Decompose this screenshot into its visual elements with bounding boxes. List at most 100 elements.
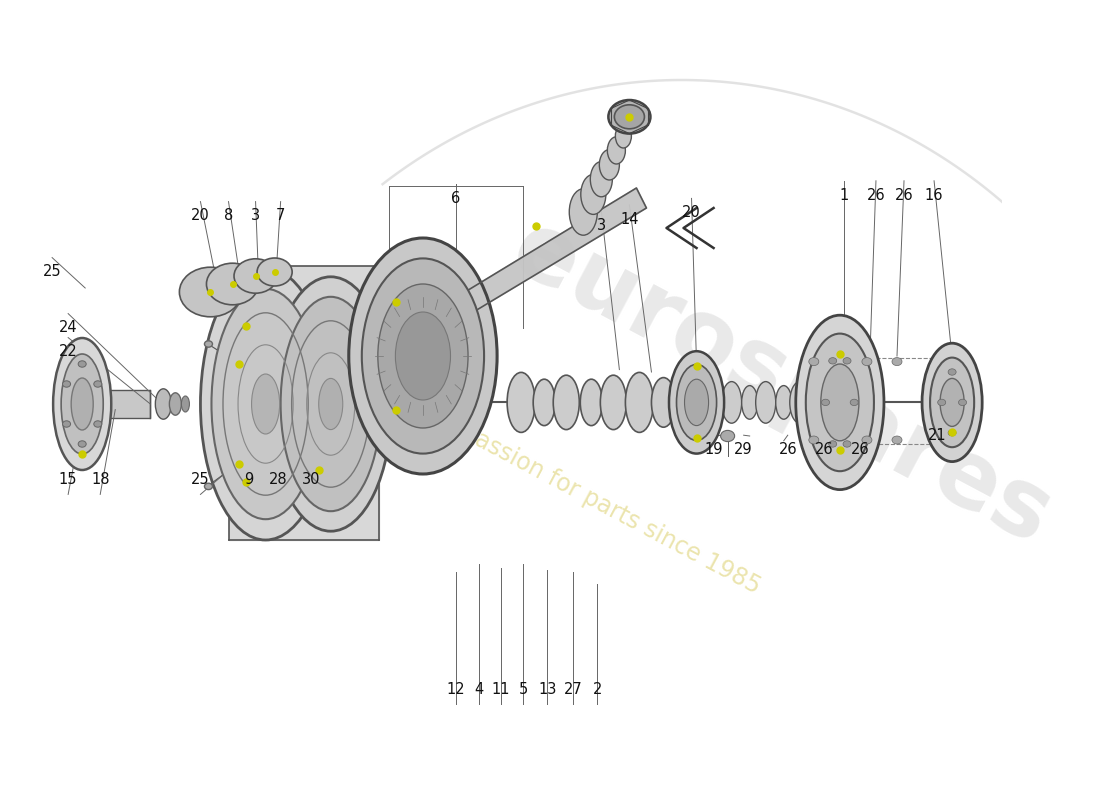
Circle shape — [828, 441, 837, 447]
Circle shape — [63, 381, 70, 387]
Text: 26: 26 — [867, 188, 886, 202]
Ellipse shape — [940, 378, 964, 426]
Text: 29: 29 — [735, 442, 754, 457]
Ellipse shape — [922, 343, 982, 462]
Ellipse shape — [931, 358, 975, 447]
Text: 27: 27 — [564, 682, 583, 697]
Ellipse shape — [591, 162, 613, 197]
Text: 26: 26 — [779, 442, 798, 457]
Text: 24: 24 — [58, 321, 77, 335]
Text: 9: 9 — [244, 473, 253, 487]
Circle shape — [78, 441, 86, 447]
Text: 21: 21 — [927, 428, 946, 442]
Bar — [802, 358, 960, 444]
Ellipse shape — [62, 354, 103, 454]
Circle shape — [862, 358, 872, 366]
Ellipse shape — [570, 189, 597, 235]
Ellipse shape — [601, 375, 626, 430]
Text: eurospares: eurospares — [496, 203, 1067, 565]
Circle shape — [937, 399, 946, 406]
Circle shape — [94, 381, 102, 387]
Text: 20: 20 — [682, 206, 701, 220]
Text: 5: 5 — [518, 682, 528, 697]
Ellipse shape — [651, 378, 675, 427]
Polygon shape — [386, 188, 647, 362]
Text: 11: 11 — [492, 682, 510, 697]
Circle shape — [843, 358, 851, 364]
Ellipse shape — [72, 378, 94, 430]
Ellipse shape — [615, 105, 645, 129]
Text: 13: 13 — [538, 682, 557, 697]
Text: 26: 26 — [850, 442, 869, 457]
Ellipse shape — [205, 341, 212, 347]
Text: 18: 18 — [91, 473, 110, 487]
Ellipse shape — [377, 284, 468, 428]
Circle shape — [822, 399, 829, 406]
Ellipse shape — [776, 386, 792, 419]
Ellipse shape — [626, 372, 653, 432]
Text: 22: 22 — [58, 345, 77, 359]
Ellipse shape — [53, 338, 111, 470]
Ellipse shape — [362, 258, 484, 454]
Text: 28: 28 — [270, 473, 288, 487]
Ellipse shape — [534, 379, 556, 426]
Ellipse shape — [581, 174, 606, 214]
Circle shape — [862, 436, 872, 444]
Text: 6: 6 — [451, 191, 461, 206]
Text: 4: 4 — [474, 682, 484, 697]
Text: 2: 2 — [593, 682, 602, 697]
Text: 14: 14 — [620, 212, 639, 226]
Text: 1: 1 — [839, 188, 848, 202]
Ellipse shape — [211, 289, 320, 519]
Ellipse shape — [234, 258, 277, 293]
Ellipse shape — [608, 100, 650, 134]
Ellipse shape — [169, 393, 182, 415]
Ellipse shape — [806, 334, 873, 471]
Text: 3: 3 — [251, 209, 260, 223]
Text: 7: 7 — [276, 209, 285, 223]
Text: 30: 30 — [301, 473, 320, 487]
Circle shape — [850, 399, 858, 406]
Text: 26: 26 — [814, 442, 833, 457]
Ellipse shape — [607, 137, 626, 164]
Ellipse shape — [395, 312, 451, 400]
Ellipse shape — [200, 268, 331, 540]
Text: 3: 3 — [597, 218, 606, 233]
Text: 25: 25 — [191, 473, 210, 487]
Ellipse shape — [252, 374, 279, 434]
Ellipse shape — [155, 389, 172, 419]
Circle shape — [808, 358, 818, 366]
Circle shape — [948, 430, 956, 436]
Ellipse shape — [507, 372, 536, 432]
Circle shape — [720, 430, 735, 442]
Ellipse shape — [581, 379, 603, 426]
Ellipse shape — [795, 315, 884, 490]
Ellipse shape — [676, 364, 716, 440]
Ellipse shape — [790, 382, 810, 423]
Circle shape — [828, 358, 837, 364]
Ellipse shape — [319, 378, 343, 430]
Ellipse shape — [270, 277, 392, 531]
Ellipse shape — [280, 297, 381, 511]
Bar — [106, 390, 151, 418]
Circle shape — [958, 399, 967, 406]
Ellipse shape — [179, 267, 242, 317]
Ellipse shape — [553, 375, 580, 430]
Text: 26: 26 — [894, 188, 913, 202]
Circle shape — [94, 421, 102, 427]
Ellipse shape — [182, 396, 189, 412]
Circle shape — [78, 361, 86, 367]
Ellipse shape — [349, 238, 497, 474]
Ellipse shape — [257, 258, 293, 286]
Text: 20: 20 — [191, 209, 210, 223]
Circle shape — [808, 436, 818, 444]
Text: 8: 8 — [224, 209, 233, 223]
Text: 25: 25 — [43, 265, 62, 279]
Ellipse shape — [821, 364, 859, 441]
Ellipse shape — [615, 124, 631, 148]
Circle shape — [63, 421, 70, 427]
Ellipse shape — [205, 483, 212, 490]
Ellipse shape — [756, 382, 775, 423]
Text: 15: 15 — [59, 473, 77, 487]
Ellipse shape — [741, 386, 758, 419]
